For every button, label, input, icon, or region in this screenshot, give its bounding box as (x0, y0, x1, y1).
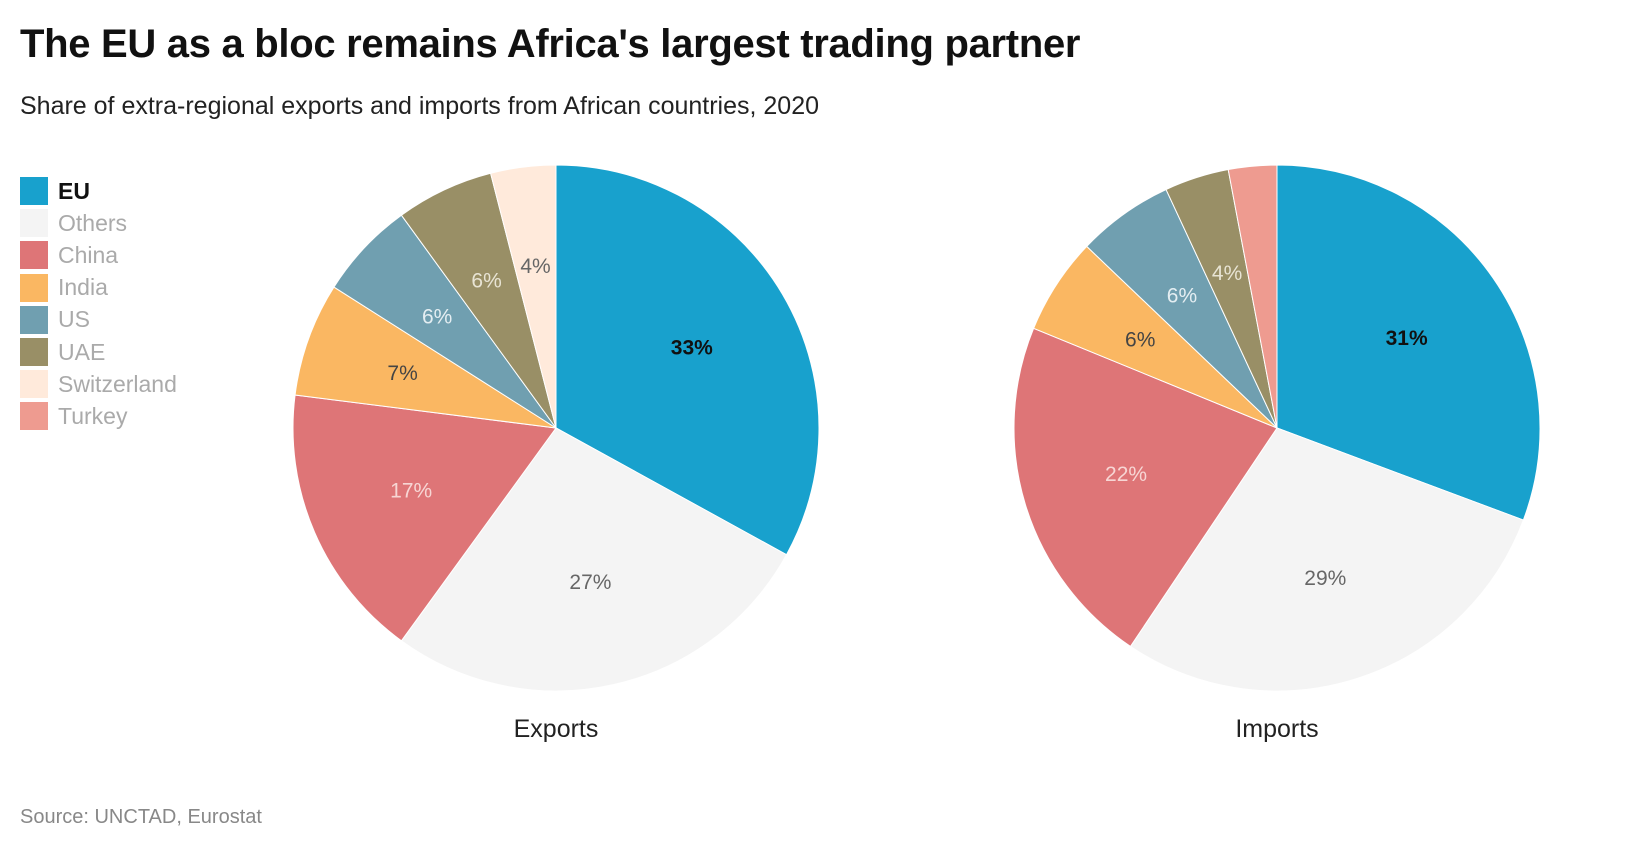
data-label: 6% (1167, 284, 1197, 307)
legend-swatch (20, 177, 48, 206)
pie-slice-others[interactable] (400, 427, 788, 692)
pie-slice-others[interactable] (1129, 427, 1524, 692)
chart-title: The EU as a bloc remains Africa's larges… (20, 22, 1081, 66)
legend-swatch (20, 370, 48, 399)
legend-item-us[interactable]: US (20, 304, 177, 336)
legend-swatch (20, 338, 48, 367)
legend-item-eu[interactable]: EU (20, 175, 177, 207)
legend-label: Others (58, 209, 128, 236)
pie-slice-turkey[interactable] (1227, 164, 1278, 429)
data-label: 7% (387, 362, 417, 385)
data-label: 17% (390, 480, 432, 503)
legend-label: Switzerland (58, 370, 177, 397)
data-label: 6% (422, 305, 452, 328)
pie-imports: 31% 29% 22% 6% 6% 4% Imports (1013, 164, 1541, 743)
pie-slice-china[interactable] (1013, 327, 1278, 648)
legend-item-india[interactable]: India (20, 272, 177, 304)
legend-item-switzerland[interactable]: Switzerland (20, 368, 177, 400)
legend-item-china[interactable]: China (20, 239, 177, 271)
data-label: 6% (471, 269, 501, 292)
pie-slice-india[interactable] (294, 286, 557, 429)
pie-exports: 33% 27% 17% 7% 6% 6% 4% Exports (292, 164, 820, 743)
data-label: 27% (569, 571, 611, 594)
pie-title: Exports (514, 715, 599, 743)
data-label: 6% (1125, 328, 1155, 351)
legend-label: US (58, 306, 90, 333)
legend-swatch (20, 402, 48, 431)
legend: EU Others China India US UAE Switzerland Turkey (20, 175, 177, 433)
data-label: 29% (1304, 567, 1346, 590)
legend-item-others[interactable]: Others (20, 207, 177, 239)
legend-item-turkey[interactable]: Turkey (20, 400, 177, 432)
legend-swatch (20, 241, 48, 270)
legend-swatch (20, 209, 48, 238)
pie-title: Imports (1235, 715, 1318, 743)
legend-label: China (58, 241, 119, 268)
legend-item-uae[interactable]: UAE (20, 336, 177, 368)
data-label: 31% (1386, 327, 1428, 350)
pie-slice-eu[interactable] (555, 164, 820, 556)
legend-label: Turkey (58, 402, 128, 429)
source-note: Source: UNCTAD, Eurostat (20, 806, 262, 828)
legend-label: EU (58, 177, 90, 204)
legend-label: UAE (58, 338, 106, 365)
data-label: 4% (1212, 262, 1242, 285)
data-label: 4% (520, 255, 550, 278)
pie-slice-eu[interactable] (1276, 164, 1541, 521)
data-label: 33% (671, 337, 713, 360)
pie-slice-china[interactable] (292, 394, 557, 642)
data-label: 22% (1105, 463, 1147, 486)
legend-swatch (20, 273, 48, 302)
chart-subtitle: Share of extra-regional exports and impo… (20, 92, 820, 120)
legend-label: India (58, 274, 108, 301)
legend-swatch (20, 305, 48, 334)
pie-slice-switzerland[interactable] (489, 164, 557, 429)
